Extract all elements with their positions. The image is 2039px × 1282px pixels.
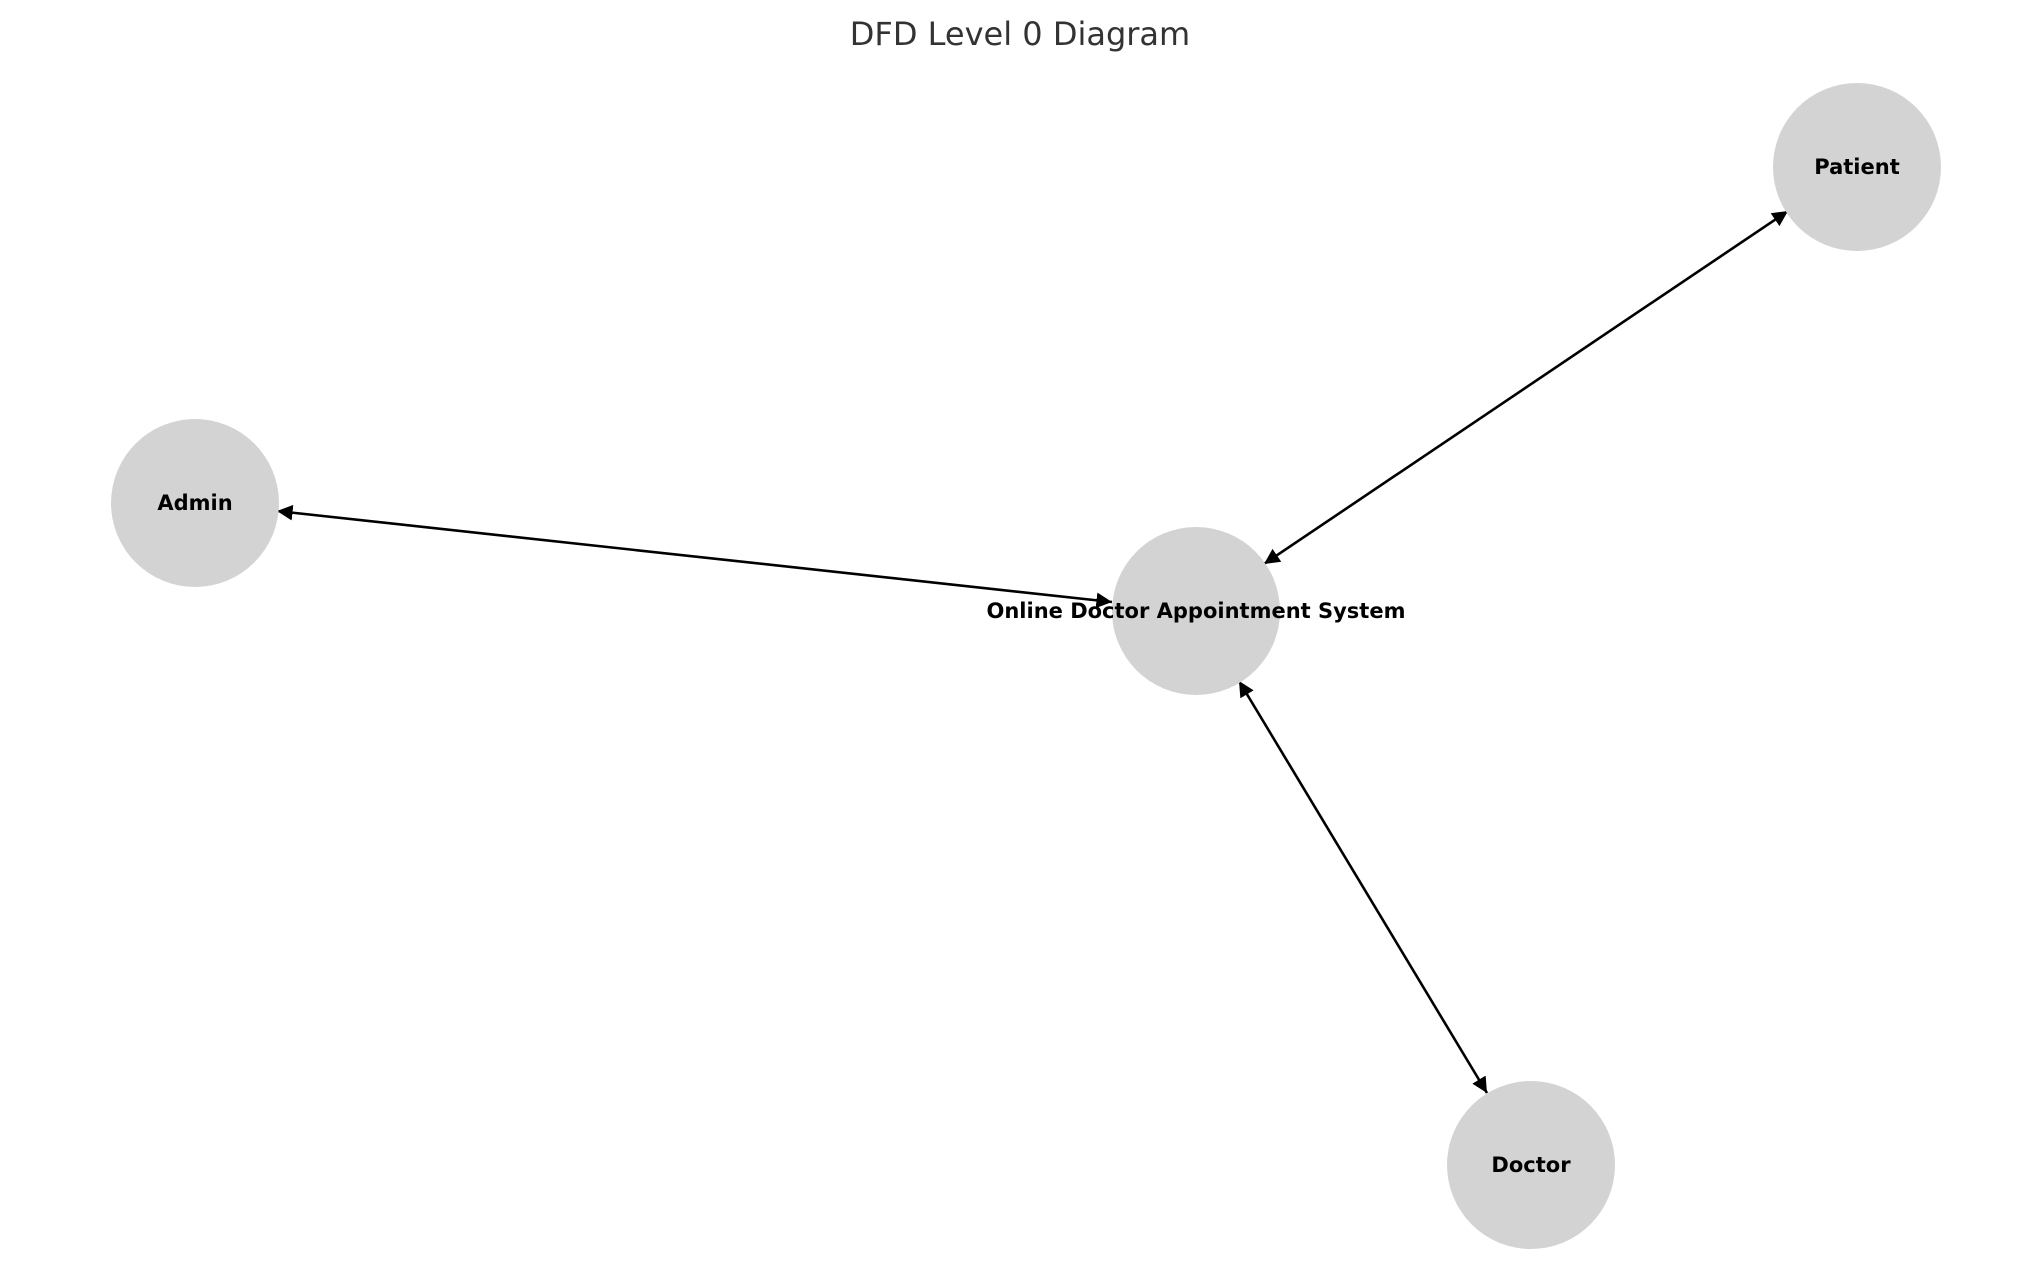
node-doctor[interactable]: Doctor: [1447, 1081, 1615, 1249]
node-admin[interactable]: Admin: [111, 419, 279, 587]
node-system-circle: [1112, 527, 1280, 695]
node-doctor-circle: [1447, 1081, 1615, 1249]
edge-system-admin: [276, 504, 1113, 609]
node-system-label: Online Doctor Appointment System: [987, 599, 1406, 623]
node-doctor-label: Doctor: [1491, 1153, 1571, 1177]
diagram-title: DFD Level 0 Diagram: [850, 15, 1190, 53]
edge-system-patient: [1263, 209, 1789, 566]
node-system[interactable]: Online Doctor Appointment System: [987, 527, 1406, 695]
node-patient-circle: [1773, 83, 1941, 251]
node-patient[interactable]: Patient: [1773, 83, 1941, 251]
node-patient-label: Patient: [1814, 155, 1899, 179]
edges-group: [276, 209, 1789, 1094]
node-admin-circle: [111, 419, 279, 587]
node-admin-label: Admin: [157, 491, 232, 515]
edge-system-doctor: [1237, 680, 1489, 1094]
